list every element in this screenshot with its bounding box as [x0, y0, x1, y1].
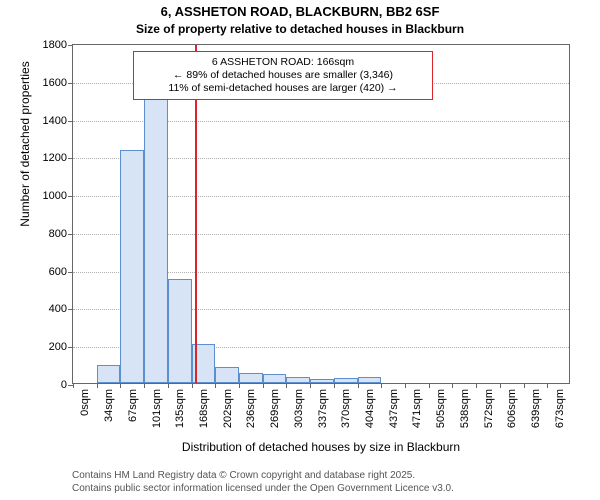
x-tick-mark — [97, 383, 98, 388]
x-tick-mark — [334, 383, 335, 388]
y-tick-label: 1600 — [43, 77, 73, 89]
histogram-bar — [97, 365, 121, 383]
x-tick-label: 639sqm — [530, 389, 542, 428]
histogram-bar — [215, 367, 239, 383]
x-tick-mark — [524, 383, 525, 388]
y-tick-label: 0 — [61, 379, 73, 391]
x-tick-label: 370sqm — [340, 389, 352, 428]
x-tick-label: 34sqm — [103, 389, 115, 422]
y-tick-label: 800 — [49, 228, 73, 240]
x-tick-label: 538sqm — [459, 389, 471, 428]
x-tick-label: 101sqm — [151, 389, 163, 428]
histogram-bar — [120, 150, 144, 383]
chart-title-main: 6, ASSHETON ROAD, BLACKBURN, BB2 6SF — [0, 4, 600, 19]
x-tick-mark — [500, 383, 501, 388]
x-tick-label: 303sqm — [293, 389, 305, 428]
y-tick-label: 1000 — [43, 190, 73, 202]
x-tick-mark — [263, 383, 264, 388]
x-tick-mark — [476, 383, 477, 388]
annotation-line: 11% of semi-detached houses are larger (… — [138, 82, 428, 95]
x-tick-mark — [405, 383, 406, 388]
x-tick-mark — [547, 383, 548, 388]
x-tick-mark — [286, 383, 287, 388]
histogram-bar — [144, 99, 168, 383]
x-tick-mark — [192, 383, 193, 388]
y-tick-label: 1400 — [43, 115, 73, 127]
histogram-bar — [239, 373, 263, 383]
y-tick-label: 400 — [49, 303, 73, 315]
x-tick-label: 471sqm — [411, 389, 423, 428]
x-tick-mark — [168, 383, 169, 388]
histogram-bar — [310, 379, 334, 383]
x-tick-label: 337sqm — [317, 389, 329, 428]
x-tick-label: 202sqm — [222, 389, 234, 428]
x-tick-mark — [144, 383, 145, 388]
plot-area: 0200400600800100012001400160018000sqm34s… — [72, 44, 570, 384]
attribution-line: Contains HM Land Registry data © Crown c… — [72, 470, 454, 483]
x-tick-mark — [452, 383, 453, 388]
x-tick-mark — [239, 383, 240, 388]
x-tick-mark — [120, 383, 121, 388]
x-tick-label: 673sqm — [554, 389, 566, 428]
x-axis-label: Distribution of detached houses by size … — [72, 440, 570, 454]
x-tick-label: 572sqm — [483, 389, 495, 428]
histogram-bar — [263, 374, 287, 383]
annotation-box: 6 ASSHETON ROAD: 166sqm← 89% of detached… — [133, 51, 433, 100]
annotation-line: ← 89% of detached houses are smaller (3,… — [138, 69, 428, 82]
histogram-bar — [358, 377, 382, 383]
histogram-bar — [286, 377, 310, 383]
x-tick-mark — [429, 383, 430, 388]
x-tick-label: 236sqm — [245, 389, 257, 428]
histogram-bar — [168, 279, 192, 383]
x-tick-label: 168sqm — [198, 389, 210, 428]
y-tick-label: 1200 — [43, 152, 73, 164]
x-tick-mark — [310, 383, 311, 388]
x-tick-mark — [381, 383, 382, 388]
x-tick-label: 0sqm — [79, 389, 91, 416]
annotation-line: 6 ASSHETON ROAD: 166sqm — [138, 56, 428, 69]
chart-container: 6, ASSHETON ROAD, BLACKBURN, BB2 6SF Siz… — [0, 0, 600, 500]
y-tick-label: 600 — [49, 266, 73, 278]
attribution-line: Contains public sector information licen… — [72, 483, 454, 496]
x-tick-label: 135sqm — [174, 389, 186, 428]
chart-title-sub: Size of property relative to detached ho… — [0, 22, 600, 36]
x-tick-mark — [73, 383, 74, 388]
attribution-text: Contains HM Land Registry data © Crown c… — [72, 470, 454, 495]
x-tick-mark — [358, 383, 359, 388]
y-tick-label: 200 — [49, 341, 73, 353]
x-tick-label: 606sqm — [506, 389, 518, 428]
y-tick-label: 1800 — [43, 39, 73, 51]
x-tick-label: 67sqm — [127, 389, 139, 422]
x-tick-label: 437sqm — [388, 389, 400, 428]
y-axis-label: Number of detached properties — [18, 0, 32, 314]
x-tick-label: 404sqm — [364, 389, 376, 428]
x-tick-label: 505sqm — [435, 389, 447, 428]
x-tick-label: 269sqm — [269, 389, 281, 428]
histogram-bar — [334, 378, 358, 383]
x-tick-mark — [215, 383, 216, 388]
